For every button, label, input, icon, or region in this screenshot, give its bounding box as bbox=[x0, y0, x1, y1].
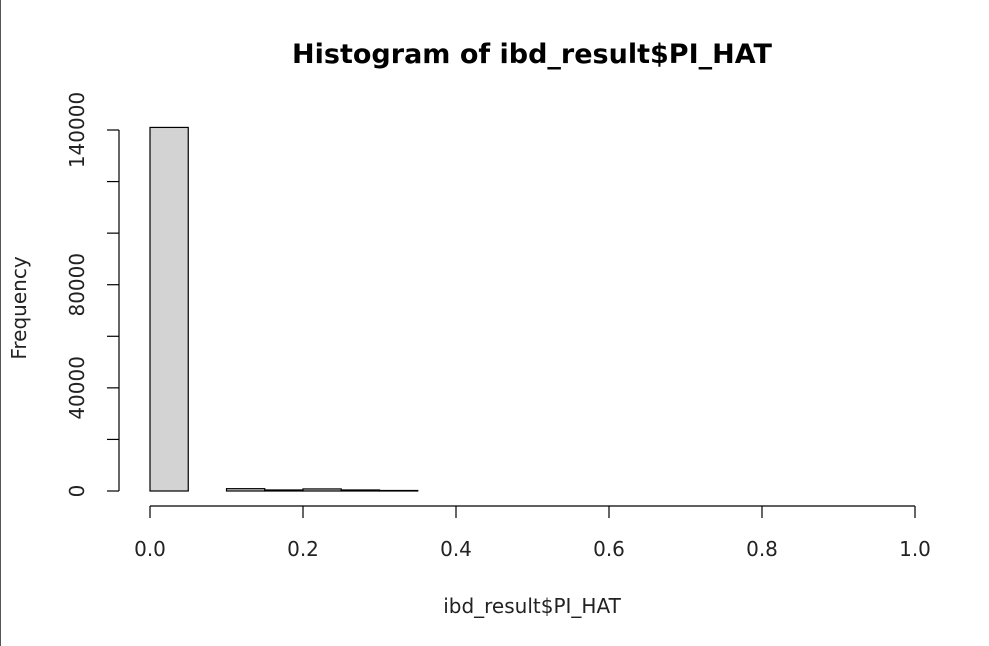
x-tick-label: 0.8 bbox=[746, 537, 778, 561]
x-tick-label: 0.4 bbox=[440, 537, 472, 561]
histogram-bar bbox=[149, 126, 189, 492]
y-axis: 0 40000 80000 140000 bbox=[65, 92, 120, 498]
x-tick-label: 0.0 bbox=[134, 537, 166, 561]
histogram-bar bbox=[302, 488, 342, 492]
bars-group bbox=[149, 126, 419, 492]
x-axis-label: ibd_result$PI_HAT bbox=[443, 594, 621, 618]
chart-title: Histogram of ibd_result$PI_HAT bbox=[292, 39, 772, 70]
histogram-bar bbox=[225, 488, 266, 492]
y-tick-label: 0 bbox=[65, 485, 89, 498]
y-tick-label: 80000 bbox=[65, 253, 89, 317]
x-tick-label: 0.6 bbox=[593, 537, 625, 561]
x-axis: 0.0 0.2 0.4 0.6 0.8 1.0 bbox=[134, 505, 931, 561]
window-left-border bbox=[0, 0, 1, 646]
y-axis-label: Frequency bbox=[7, 256, 31, 359]
histogram-bar bbox=[378, 489, 419, 492]
histogram-bar bbox=[264, 489, 304, 492]
histogram-bar bbox=[340, 489, 381, 492]
y-tick-label: 140000 bbox=[65, 92, 89, 168]
y-tick-label: 40000 bbox=[65, 356, 89, 420]
x-tick-label: 0.2 bbox=[287, 537, 319, 561]
x-tick-label: 1.0 bbox=[899, 537, 931, 561]
